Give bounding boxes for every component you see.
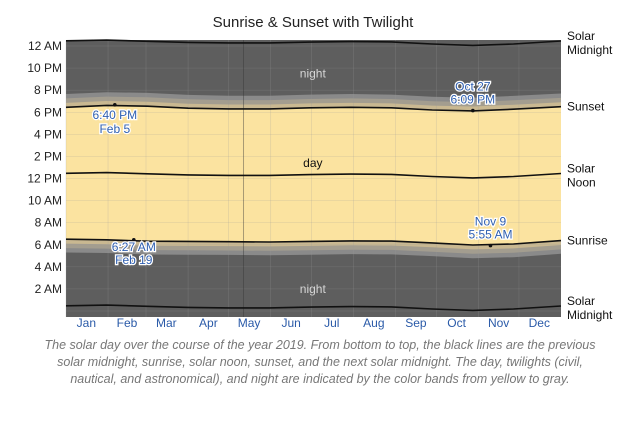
y-tick-label: 4 AM	[35, 260, 62, 274]
right-label: Sunset	[567, 100, 605, 114]
x-tick-label: Oct	[447, 316, 466, 330]
annotation-date: Feb 5	[99, 122, 130, 136]
grid-lines	[65, 40, 561, 317]
sunrise-line	[65, 238, 562, 246]
x-tick-label: Jul	[324, 316, 339, 330]
y-tick-label: 12 PM	[27, 172, 62, 186]
y-axis-ticks: 12 AM 10 PM 8 PM 6 PM 4 PM 2 PM 12 PM 10 AM 8 AM…	[27, 39, 62, 296]
right-label: Midnight	[567, 43, 613, 57]
right-label: Noon	[567, 176, 596, 190]
solar-noon-line	[65, 171, 562, 179]
x-tick-label: Mar	[156, 316, 177, 330]
annotation-date: 6:09 PM	[450, 93, 495, 107]
day-label: day	[303, 156, 322, 170]
solar-midnight-prev-line	[65, 304, 562, 312]
annotation-point	[471, 108, 475, 113]
right-label: Sunrise	[567, 234, 608, 248]
chart-title: Sunrise & Sunset with Twilight	[213, 14, 414, 31]
x-tick-label: Sep	[405, 316, 427, 330]
y-tick-label: 12 AM	[28, 39, 62, 53]
y-tick-label: 2 PM	[34, 149, 62, 163]
x-tick-label: Apr	[199, 316, 218, 330]
annotation-time: Nov 9	[475, 215, 507, 229]
x-tick-label: Jan	[77, 316, 96, 330]
chart-caption: The solar day over the course of the yea…	[44, 338, 596, 386]
y-tick-label: 10 AM	[28, 194, 62, 208]
y-tick-label: 10 PM	[27, 61, 62, 75]
night-top-label: night	[300, 67, 327, 81]
night-bottom-label: night	[300, 282, 327, 296]
right-label: Midnight	[567, 308, 613, 322]
annotation-date: 5:55 AM	[468, 228, 512, 242]
right-label: Solar	[567, 29, 595, 43]
y-tick-label: 8 AM	[35, 216, 62, 230]
y-tick-label: 6 AM	[35, 238, 62, 252]
solar-midnight-next-line	[65, 39, 562, 47]
x-tick-label: May	[238, 316, 261, 330]
right-labels: SolarMidnightSunsetSolarNoonSunriseSolar…	[567, 29, 613, 322]
x-tick-label: Nov	[488, 316, 509, 330]
right-label: Solar	[567, 162, 595, 176]
x-tick-label: Aug	[363, 316, 384, 330]
x-tick-label: Feb	[117, 316, 138, 330]
annotation-time: Oct 27	[455, 80, 491, 94]
x-tick-label: Dec	[529, 316, 550, 330]
y-tick-label: 4 PM	[34, 127, 62, 141]
x-tick-label: Jun	[281, 316, 300, 330]
annotation-point	[132, 237, 136, 242]
band-labels: night day night	[300, 67, 327, 296]
x-axis-ticks: Jan Feb Mar Apr May Jun Jul Aug Sep Oct Nov Dec	[77, 316, 550, 330]
annotation-date: Feb 19	[115, 253, 153, 267]
y-tick-label: 8 PM	[34, 83, 62, 97]
annotation-point	[488, 243, 493, 248]
right-label: Solar	[567, 294, 595, 308]
annotation-point	[113, 103, 117, 107]
annotation-time: 6:27 AM	[112, 240, 156, 254]
y-tick-label: 6 PM	[34, 105, 62, 119]
annotation-time: 6:40 PM	[92, 108, 137, 122]
y-tick-label: 2 AM	[35, 282, 62, 296]
